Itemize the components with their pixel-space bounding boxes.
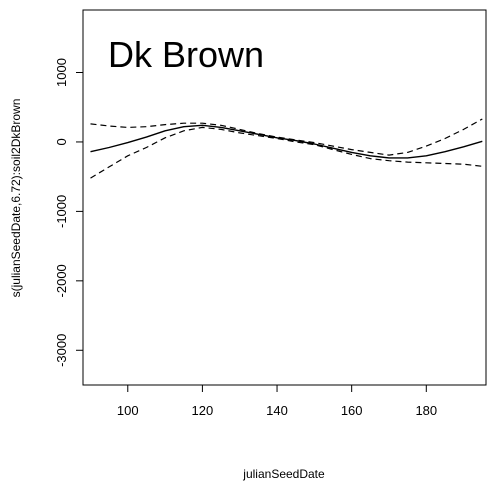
panel-label: Dk Brown	[108, 34, 264, 75]
series-upper-line	[90, 118, 483, 156]
y-axis: 1000 0 -1000 -2000 -3000	[54, 58, 84, 367]
y-tick-label: -2000	[54, 264, 69, 297]
x-tick-label: 180	[415, 403, 437, 418]
y-tick-label: -3000	[54, 334, 69, 367]
series-estimate-line	[90, 124, 483, 159]
x-tick-label: 140	[266, 403, 288, 418]
x-tick-label: 120	[192, 403, 214, 418]
x-tick-label: 100	[117, 403, 139, 418]
y-tick-label: -1000	[54, 195, 69, 228]
y-axis-title: s(julianSeedDate,6.72):soil2DkBrown	[9, 99, 23, 298]
y-tick-label: 1000	[54, 58, 69, 87]
x-tick-label: 160	[341, 403, 363, 418]
x-axis: 100 120 140 160 180	[117, 384, 437, 418]
series-layer	[90, 118, 483, 179]
y-tick-label: 0	[54, 138, 69, 145]
series-lower-line	[90, 126, 483, 179]
x-axis-title: julianSeedDate	[242, 467, 325, 481]
